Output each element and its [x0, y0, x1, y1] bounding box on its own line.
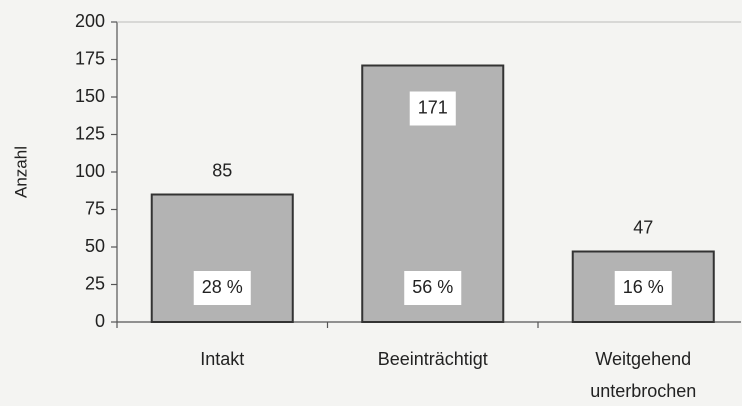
value-label: 171: [418, 97, 448, 117]
x-tick-label: Beeinträchtigt: [378, 349, 488, 369]
percentage-label-box: [193, 271, 251, 305]
y-tick-label: 150: [75, 86, 105, 106]
y-tick-label: 200: [75, 11, 105, 31]
y-tick-label: 100: [75, 161, 105, 181]
x-tick-label: Weitgehend unterbrochen: [590, 349, 696, 401]
value-label-box: [409, 91, 456, 126]
y-tick-label: 125: [75, 123, 105, 143]
percentage-label: 28 %: [202, 277, 243, 297]
x-tick-label: Intakt: [200, 349, 244, 369]
bar: [571, 250, 715, 323]
y-axis-label: Anzahl: [11, 146, 30, 198]
percentage-label: 56 %: [412, 277, 453, 297]
y-tick-label: 0: [95, 311, 105, 331]
y-tick-label: 25: [85, 273, 105, 293]
y-tick-label: 175: [75, 48, 105, 68]
percentage-label-box: [404, 271, 462, 305]
value-label: 47: [633, 217, 653, 237]
percentage-label-box: [614, 271, 672, 305]
percentage-label: 16 %: [623, 277, 664, 297]
y-tick-label: 75: [85, 198, 105, 218]
y-tick-label: 50: [85, 236, 105, 256]
value-label: 85: [212, 160, 232, 180]
